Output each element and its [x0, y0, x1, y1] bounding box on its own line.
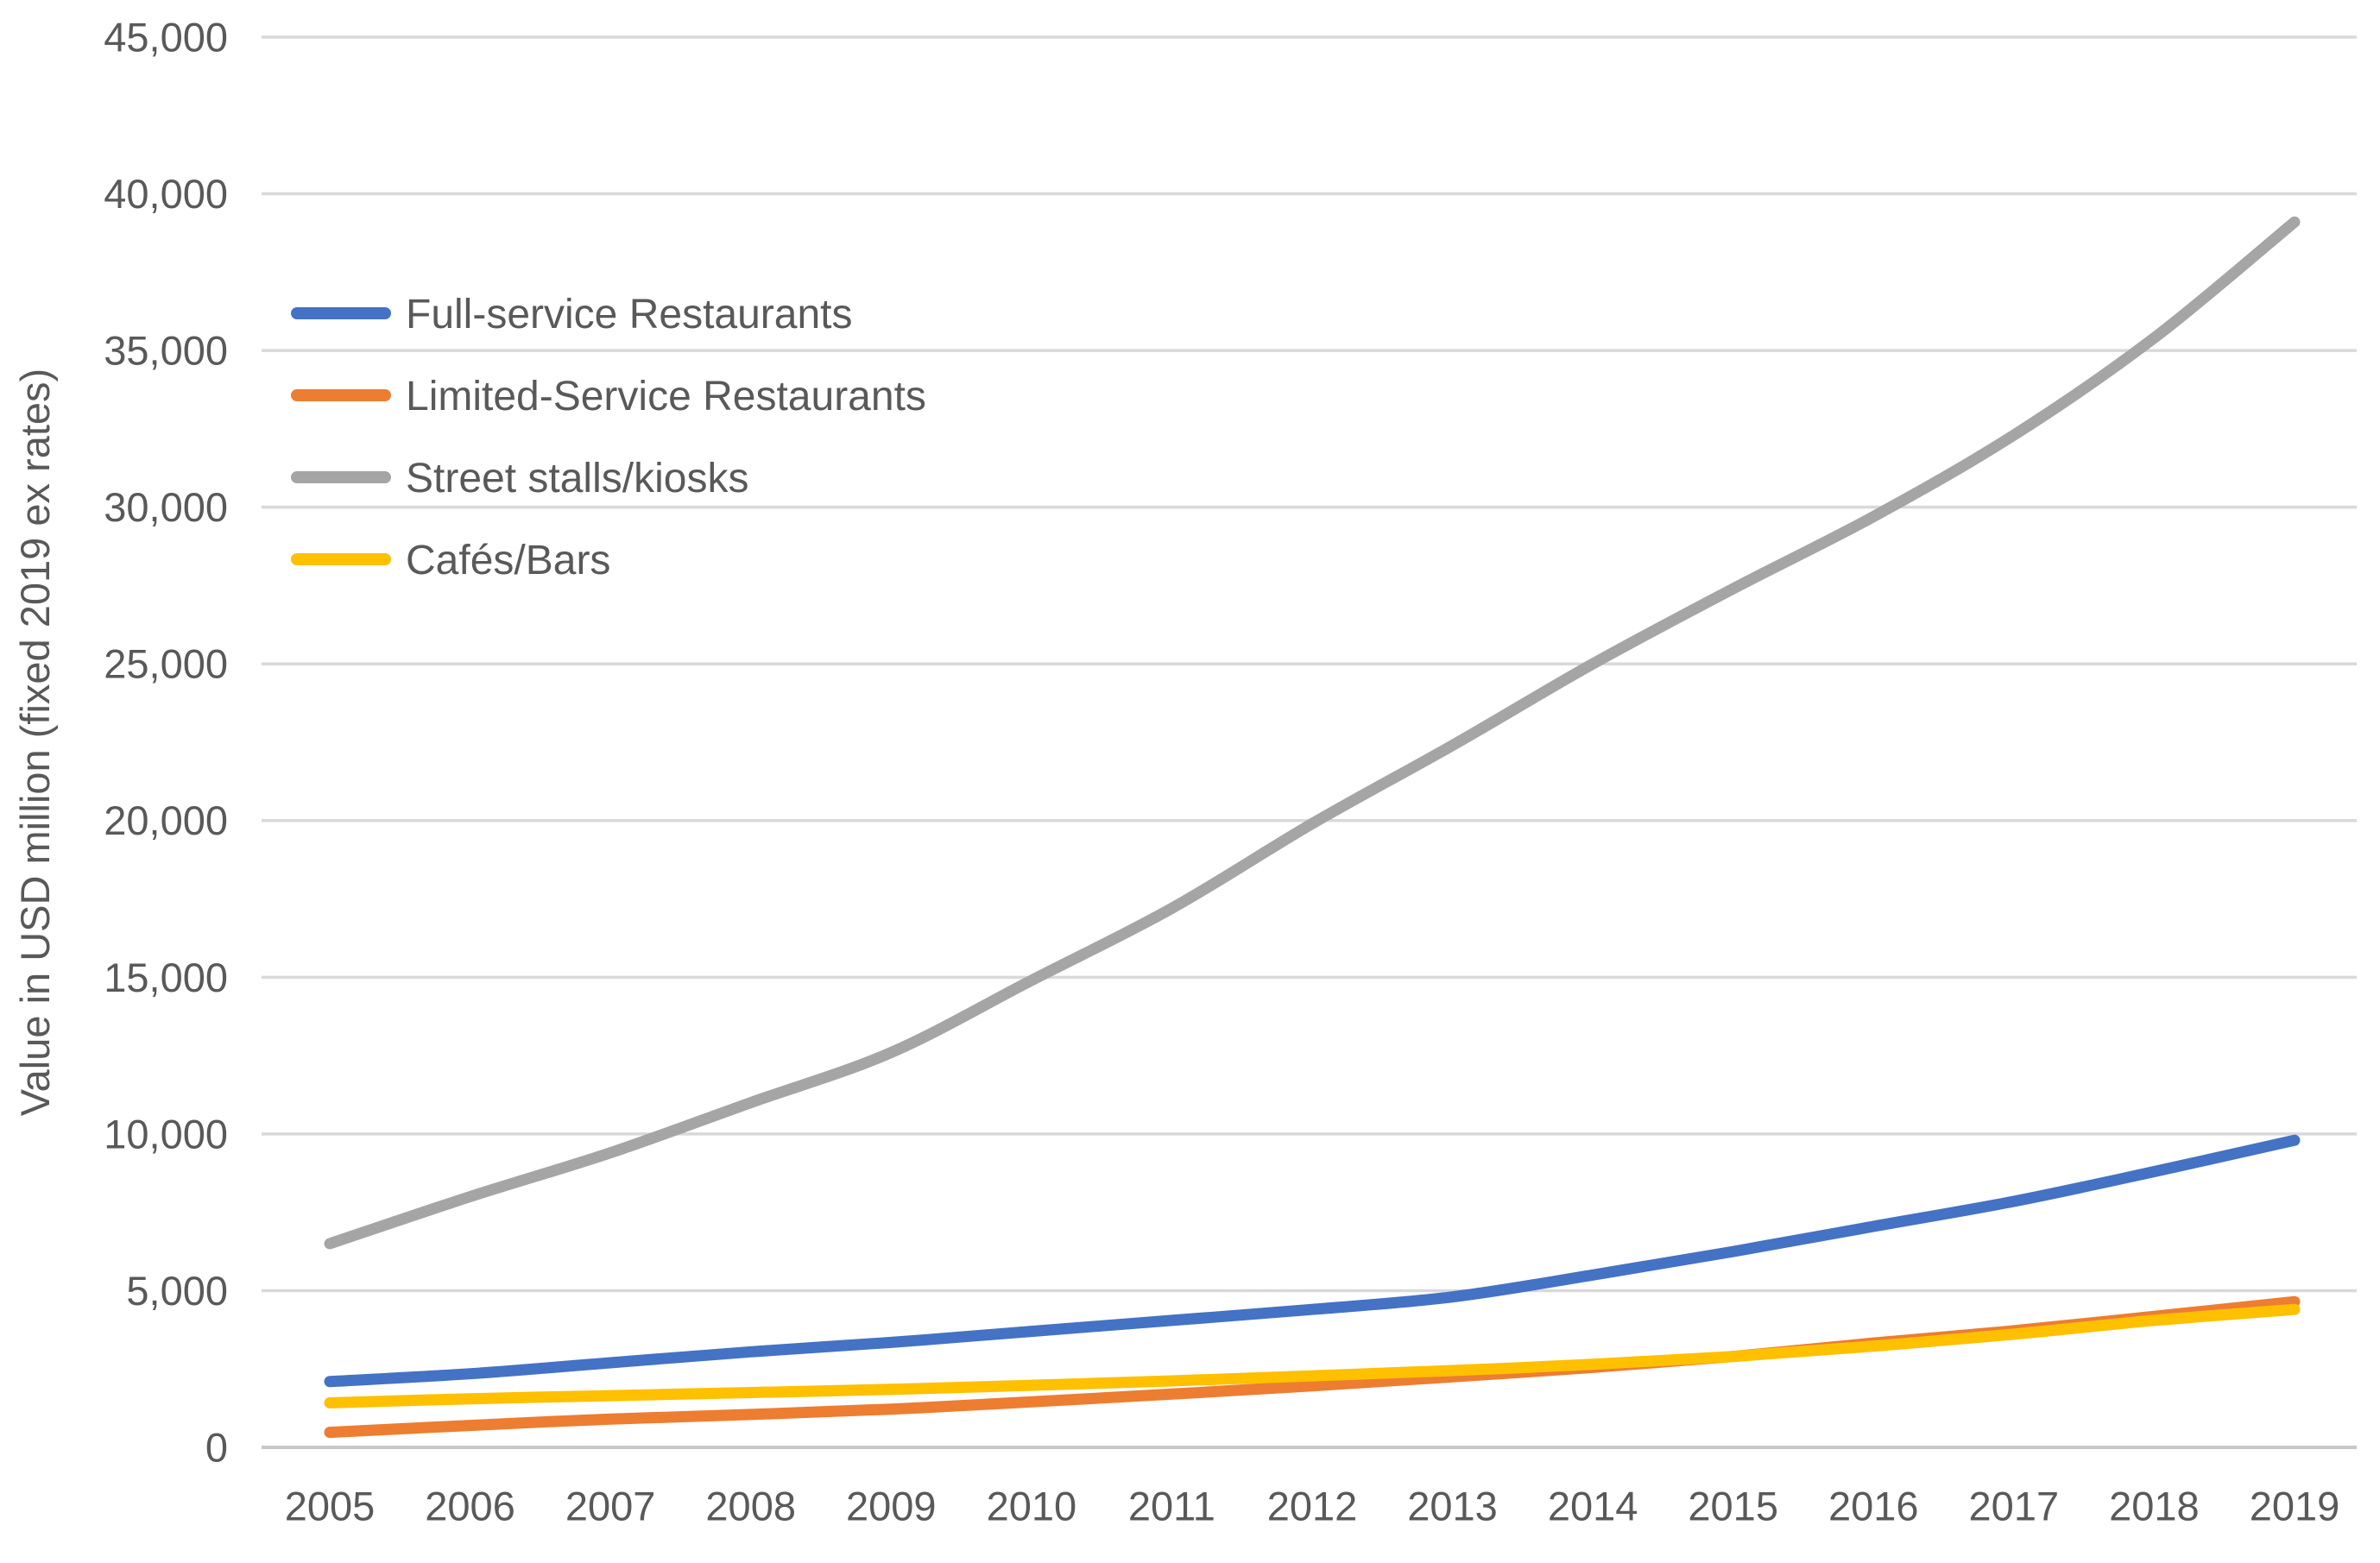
series-lines: [324, 216, 2301, 1439]
xtick-label: 2018: [2109, 1483, 2200, 1528]
ytick-label: 35,000: [104, 328, 228, 374]
legend-label-limited-service-restaurants: Limited-Service Restaurants: [406, 374, 926, 419]
ytick-label: 25,000: [104, 641, 228, 687]
xtick-label: 2010: [987, 1483, 1077, 1528]
legend: Full-service Restaurants Limited-Service …: [291, 292, 926, 583]
legend-item-caf-s-bars: Cafés/Bars: [291, 538, 610, 583]
series-line-caf-s-bars: [324, 1303, 2301, 1409]
ytick-label: 0: [205, 1424, 228, 1470]
series-line-full-service-restaurants: [324, 1134, 2301, 1388]
legend-item-full-service-restaurants: Full-service Restaurants: [291, 292, 853, 337]
xtick-label: 2013: [1407, 1483, 1498, 1528]
legend-item-street-stalls-kiosks: Street stalls/kiosks: [291, 456, 748, 501]
xtick-label: 2009: [846, 1483, 937, 1528]
xtick-label: 2011: [1128, 1483, 1215, 1528]
legend-item-limited-service-restaurants: Limited-Service Restaurants: [291, 374, 926, 419]
legend-swatch-full-service-restaurants: [291, 307, 391, 319]
gridlines: [262, 35, 2357, 1449]
xtick-label: 2016: [1828, 1483, 1919, 1528]
y-axis-title: Value in USD million (fixed 2019 ex rate…: [12, 369, 58, 1116]
xtick-label: 2014: [1548, 1483, 1638, 1528]
xtick-label: 2005: [285, 1483, 376, 1528]
x-axis-tick-labels: 2005 2006 2007 2008 2009 2010 2011 2012 2013 2014…: [285, 1483, 2340, 1528]
ytick-label: 45,000: [104, 14, 228, 60]
xtick-label: 2017: [1969, 1483, 2060, 1528]
legend-swatch-street-stalls-kiosks: [291, 471, 391, 483]
xtick-label: 2007: [565, 1483, 656, 1528]
ytick-label: 20,000: [104, 797, 228, 843]
ytick-label: 5,000: [126, 1268, 228, 1314]
xtick-label: 2019: [2250, 1483, 2340, 1528]
y-axis-tick-labels: 0 5,000 10,000 15,000 20,000 25,000 30,000 35,0…: [104, 14, 228, 1470]
legend-label-full-service-restaurants: Full-service Restaurants: [406, 292, 853, 337]
ytick-label: 15,000: [104, 955, 228, 1000]
ytick-label: 40,000: [104, 171, 228, 217]
series-line-street-stalls-kiosks: [324, 216, 2301, 1250]
legend-swatch-limited-service-restaurants: [291, 389, 391, 401]
xtick-label: 2006: [425, 1483, 515, 1528]
xtick-label: 2015: [1688, 1483, 1778, 1528]
ytick-label: 30,000: [104, 484, 228, 530]
legend-swatch-caf-s-bars: [291, 553, 391, 565]
legend-label-street-stalls-kiosks: Street stalls/kiosks: [406, 456, 748, 501]
ytick-label: 10,000: [104, 1111, 228, 1156]
xtick-label: 2008: [705, 1483, 796, 1528]
legend-label-caf-s-bars: Cafés/Bars: [406, 538, 610, 583]
xtick-label: 2012: [1267, 1483, 1358, 1528]
